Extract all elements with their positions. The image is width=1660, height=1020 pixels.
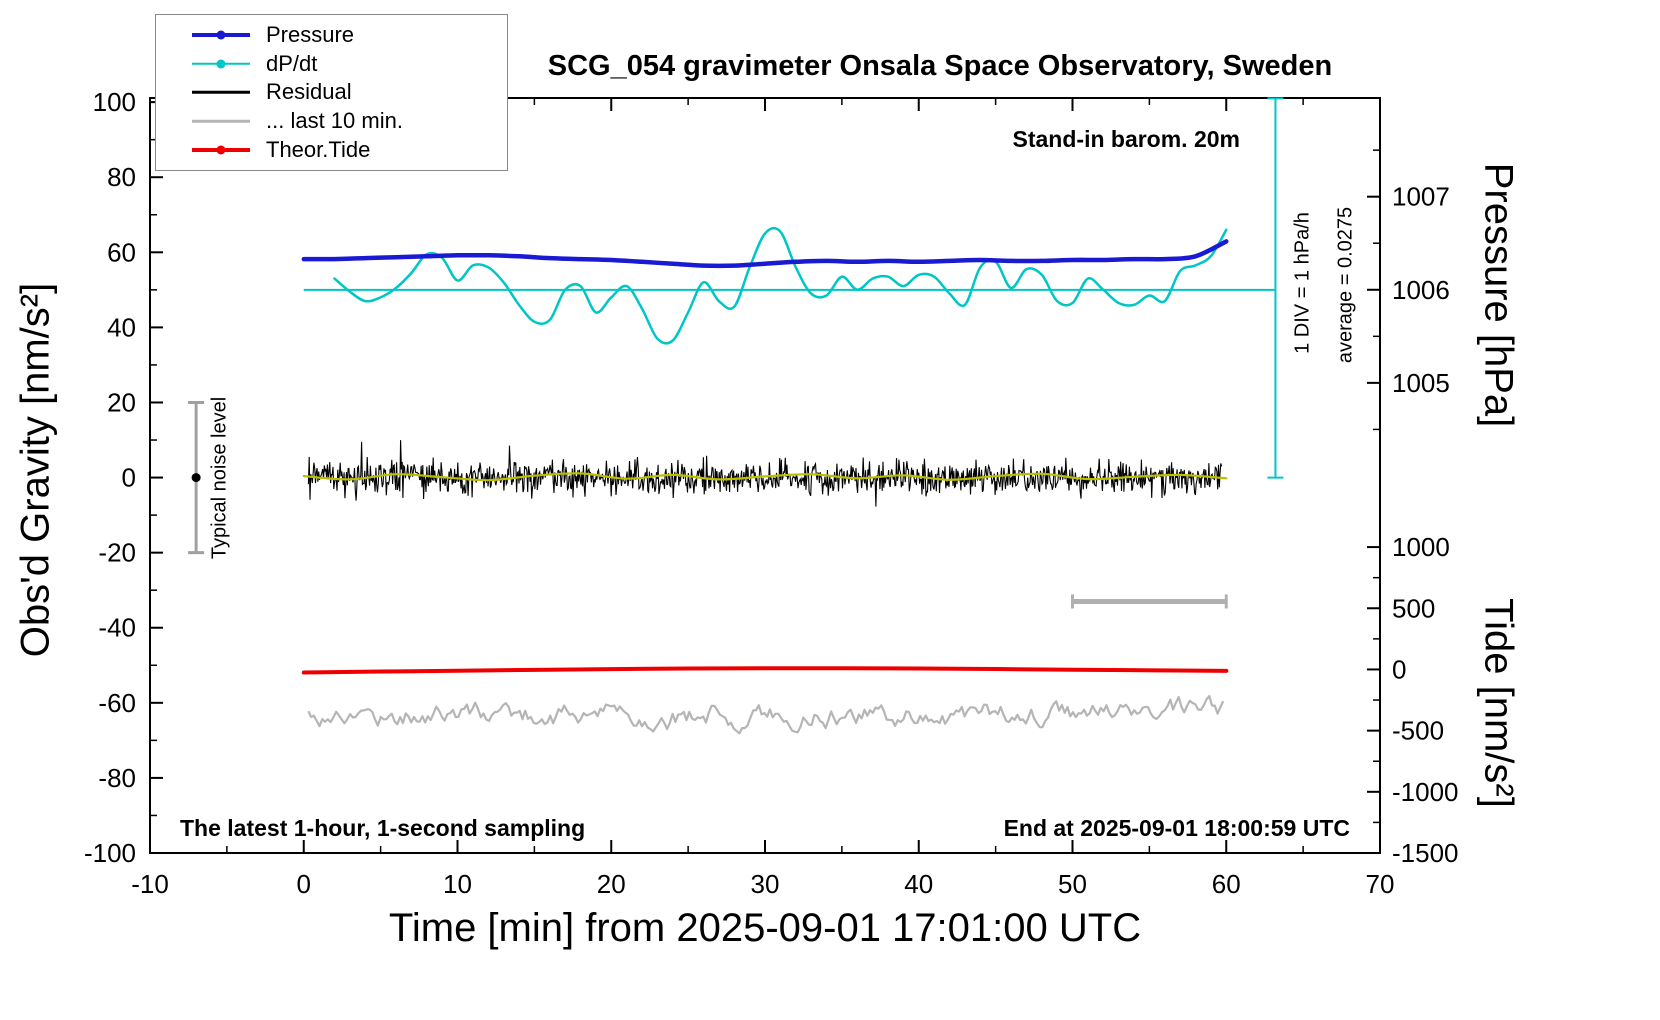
legend-item-label: dP/dt — [266, 50, 318, 76]
legend-item: Theor.Tide — [192, 137, 507, 163]
gravity-axis-title: Obs'd Gravity [nm/s²] — [13, 282, 58, 658]
series-residual — [307, 440, 1223, 507]
chart-title: SCG_054 gravimeter Onsala Space Observat… — [547, 50, 1333, 82]
gravity-tick-label: -20 — [98, 538, 136, 568]
tide-tick-label: 1000 — [1392, 532, 1450, 562]
time-axis-title: Time [min] from 2025-09-01 17:01:00 UTC — [388, 906, 1142, 950]
x-tick-label: 60 — [1212, 869, 1241, 899]
tide-tick-label: 500 — [1392, 593, 1435, 623]
gravity-tick-label: 40 — [107, 312, 136, 342]
legend: Pressure dP/dt Residual ... last 10 min. The… — [155, 14, 508, 171]
average-note: average = 0.0275 — [1334, 206, 1357, 364]
legend-item: ... last 10 min. — [192, 108, 507, 134]
tide-tick-label: -1500 — [1392, 838, 1459, 868]
legend-item: Residual — [192, 79, 507, 105]
gravity-tick-label: -100 — [84, 838, 136, 868]
noise-level-dot — [191, 473, 201, 483]
end-time-note: End at 2025-09-01 18:00:59 UTC — [1003, 815, 1350, 841]
series-residual-10-min-mean — [302, 472, 1228, 482]
legend-line-swatch — [192, 119, 250, 123]
tide-tick-label: -1000 — [1392, 777, 1459, 807]
sampling-note: The latest 1-hour, 1-second sampling — [180, 815, 586, 841]
series-last-10-min — [307, 695, 1225, 735]
noise-level-label: Typical noise level — [208, 396, 231, 560]
gravity-tick-label: 60 — [107, 237, 136, 267]
legend-marker — [192, 28, 250, 42]
pressure-tick-label: 1007 — [1392, 182, 1450, 212]
legend-marker — [192, 114, 250, 128]
barometer-note: Stand-in barom. 20m — [1012, 126, 1240, 152]
legend-marker — [192, 143, 250, 157]
gravity-tick-label: -60 — [98, 688, 136, 718]
div-scale-note: 1 DIV = 1 hPa/h — [1291, 212, 1314, 354]
legend-item-label: Theor.Tide — [266, 136, 371, 162]
legend-item-label: Residual — [266, 79, 352, 105]
x-tick-label: 0 — [297, 869, 311, 899]
x-tick-label: 30 — [751, 869, 780, 899]
gravity-tick-label: -80 — [98, 763, 136, 793]
legend-item: Pressure — [192, 22, 507, 48]
x-tick-label: 70 — [1366, 869, 1395, 899]
tide-tick-label: 0 — [1392, 654, 1406, 684]
legend-dot-icon — [216, 145, 226, 155]
x-tick-label: 40 — [904, 869, 933, 899]
gravity-tick-label: 20 — [107, 387, 136, 417]
x-tick-label: 20 — [597, 869, 626, 899]
x-tick-label: -10 — [131, 869, 169, 899]
pressure-tick-label: 1006 — [1392, 275, 1450, 305]
series-dp-dt — [333, 226, 1228, 345]
legend-dot-icon — [216, 59, 226, 69]
legend-item-label: ... last 10 min. — [266, 108, 403, 134]
x-tick-label: 10 — [443, 869, 472, 899]
series-pressure — [301, 239, 1229, 269]
tide-axis-title: Tide [nm/s²] — [1476, 598, 1521, 808]
gravity-tick-label: -40 — [98, 613, 136, 643]
gravity-tick-label: 100 — [93, 87, 136, 117]
legend-item: dP/dt — [192, 51, 507, 77]
tide-tick-label: -500 — [1392, 716, 1444, 746]
x-tick-label: 50 — [1058, 869, 1087, 899]
series-theor-tide — [301, 666, 1229, 675]
legend-line-swatch — [192, 91, 250, 94]
pressure-axis-title: Pressure [hPa] — [1476, 162, 1521, 428]
gravity-tick-label: 80 — [107, 162, 136, 192]
gravity-tick-label: 0 — [122, 463, 136, 493]
pressure-tick-label: 1005 — [1392, 368, 1450, 398]
legend-dot-icon — [216, 30, 226, 40]
legend-marker — [192, 85, 250, 99]
legend-marker — [192, 57, 250, 71]
legend-item-label: Pressure — [266, 22, 355, 48]
